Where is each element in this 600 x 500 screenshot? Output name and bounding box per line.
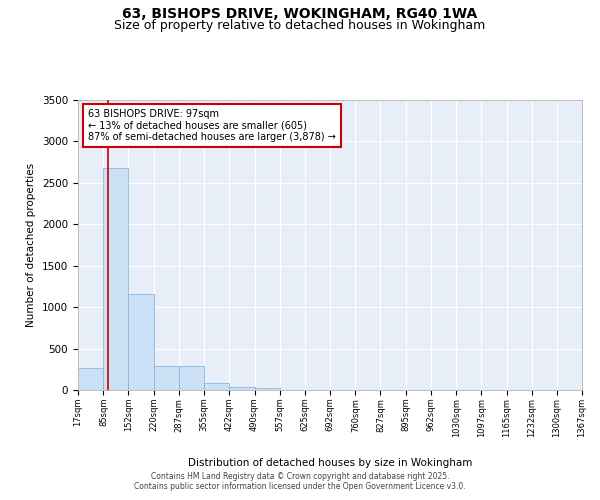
Y-axis label: Number of detached properties: Number of detached properties bbox=[26, 163, 37, 327]
Bar bbox=[179, 366, 204, 390]
Text: Distribution of detached houses by size in Wokingham: Distribution of detached houses by size … bbox=[188, 458, 472, 468]
Bar bbox=[229, 386, 254, 390]
Bar bbox=[78, 368, 103, 390]
Bar bbox=[154, 366, 179, 390]
Bar bbox=[254, 388, 280, 390]
Text: Size of property relative to detached houses in Wokingham: Size of property relative to detached ho… bbox=[115, 18, 485, 32]
Text: 63, BISHOPS DRIVE, WOKINGHAM, RG40 1WA: 63, BISHOPS DRIVE, WOKINGHAM, RG40 1WA bbox=[122, 8, 478, 22]
Bar bbox=[128, 294, 154, 390]
Text: Contains HM Land Registry data © Crown copyright and database right 2025.
Contai: Contains HM Land Registry data © Crown c… bbox=[134, 472, 466, 491]
Bar bbox=[204, 384, 229, 390]
Text: 63 BISHOPS DRIVE: 97sqm
← 13% of detached houses are smaller (605)
87% of semi-d: 63 BISHOPS DRIVE: 97sqm ← 13% of detache… bbox=[88, 108, 336, 142]
Bar bbox=[103, 168, 128, 390]
